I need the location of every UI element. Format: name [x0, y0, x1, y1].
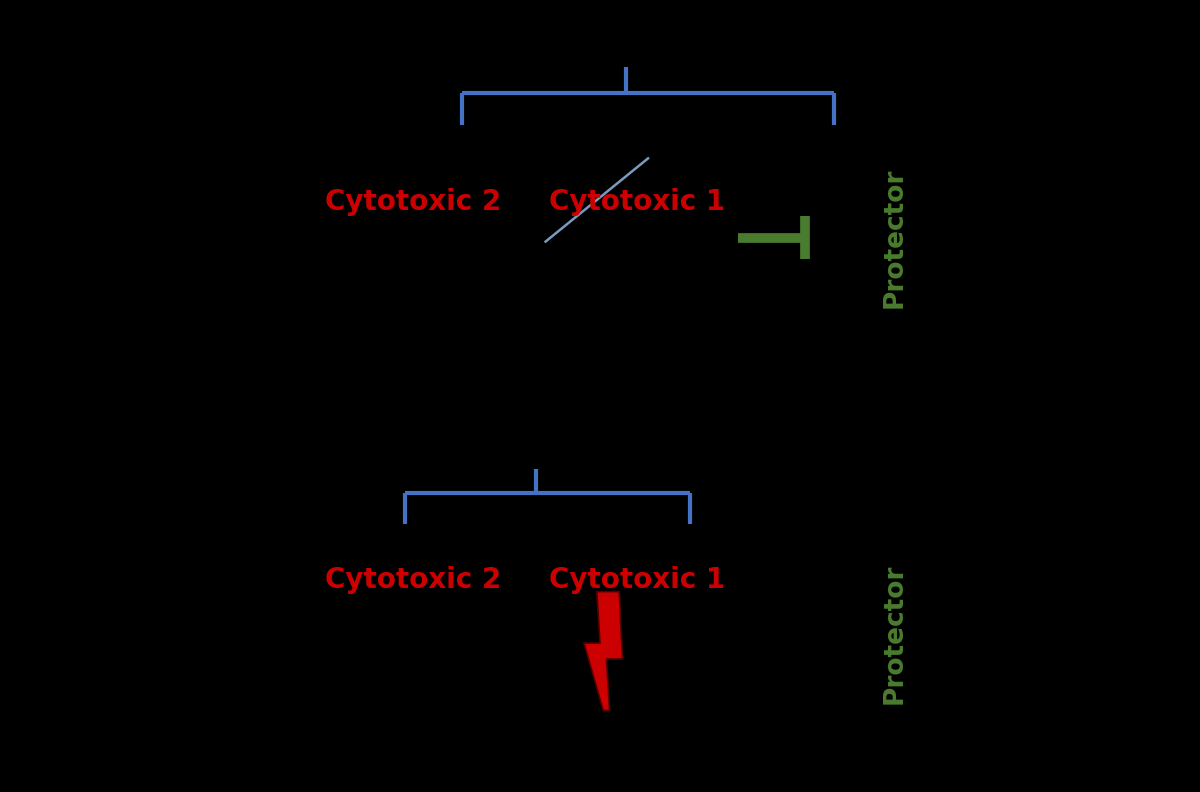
Text: Cytotoxic 1: Cytotoxic 1 [548, 565, 725, 594]
Text: Protector: Protector [882, 167, 907, 308]
Text: A: A [306, 20, 331, 53]
Polygon shape [584, 592, 623, 710]
Text: Cytotoxic 1: Cytotoxic 1 [548, 188, 725, 216]
Text: antagonism: antagonism [527, 20, 724, 53]
Text: Cytotoxic 2: Cytotoxic 2 [325, 565, 502, 594]
Text: synergy: synergy [510, 416, 643, 449]
Text: Cytotoxic 2: Cytotoxic 2 [325, 188, 502, 216]
Text: B: B [306, 412, 331, 445]
Text: Protector: Protector [882, 563, 907, 704]
